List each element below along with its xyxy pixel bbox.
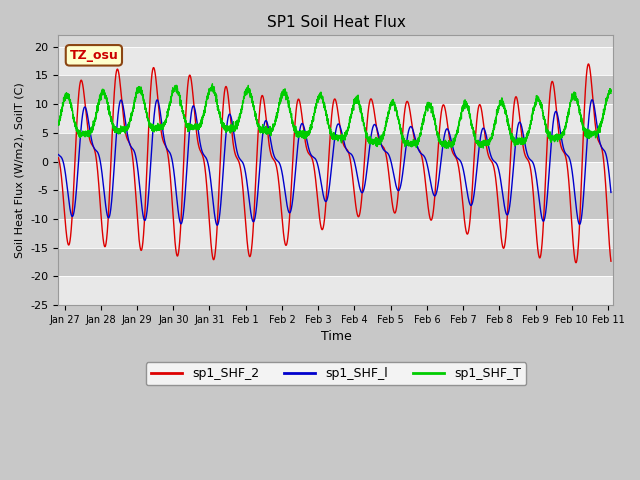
sp1_SHF_l [266,132,273,137]
Bar [58,276,614,305]
sp1_SHF_l [386,155,394,160]
sp1_SHF_l [467,203,475,208]
sp1_SHF_T [414,138,422,144]
sp1_SHF_T [54,119,62,125]
sp1_SHF_2 [155,107,163,113]
Bar [58,104,614,133]
Bar [58,133,614,162]
X-axis label: Time: Time [321,330,351,343]
Y-axis label: Soil Heat Flux (W/m2), SoilT (C): Soil Heat Flux (W/m2), SoilT (C) [15,82,25,258]
sp1_SHF_T [386,105,394,110]
sp1_SHF_l [213,222,221,228]
sp1_SHF_T [443,145,451,151]
sp1_SHF_T [209,81,216,87]
sp1_SHF_2 [509,117,516,123]
sp1_SHF_T [509,137,516,143]
sp1_SHF_T [155,128,163,133]
sp1_SHF_l [509,172,516,178]
sp1_SHF_l [155,101,163,107]
sp1_SHF_2 [414,145,422,151]
sp1_SHF_2 [607,258,615,264]
Title: SP1 Soil Heat Flux: SP1 Soil Heat Flux [266,15,405,30]
Line: sp1_SHF_2: sp1_SHF_2 [58,64,611,263]
Legend: sp1_SHF_2, sp1_SHF_l, sp1_SHF_T: sp1_SHF_2, sp1_SHF_l, sp1_SHF_T [146,362,526,385]
sp1_SHF_2 [54,155,62,161]
Bar [58,219,614,248]
sp1_SHF_T [266,128,273,133]
sp1_SHF_l [588,97,596,103]
Bar [58,190,614,219]
sp1_SHF_2 [467,209,474,215]
sp1_SHF_l [607,190,615,195]
sp1_SHF_2 [386,180,394,185]
sp1_SHF_T [607,90,615,96]
sp1_SHF_l [54,152,62,157]
sp1_SHF_2 [266,144,273,150]
Line: sp1_SHF_T: sp1_SHF_T [58,84,611,148]
Bar [58,47,614,75]
sp1_SHF_T [467,117,475,123]
Text: TZ_osu: TZ_osu [70,49,118,62]
sp1_SHF_2 [572,260,580,265]
Bar [58,75,614,104]
Bar [58,162,614,190]
Bar [58,248,614,276]
sp1_SHF_2 [584,61,592,67]
sp1_SHF_l [414,145,422,151]
Line: sp1_SHF_l: sp1_SHF_l [58,100,611,225]
